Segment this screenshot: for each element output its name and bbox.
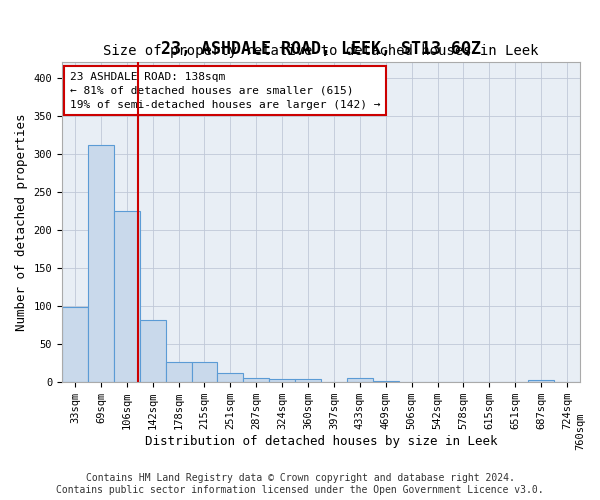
Bar bbox=[528, 380, 554, 382]
Bar bbox=[373, 381, 399, 382]
Bar bbox=[269, 379, 295, 382]
Bar bbox=[244, 378, 269, 382]
Text: Size of property relative to detached houses in Leek: Size of property relative to detached ho… bbox=[103, 44, 539, 58]
Bar bbox=[140, 320, 166, 382]
Title: 23, ASHDALE ROAD, LEEK, ST13 6QZ: 23, ASHDALE ROAD, LEEK, ST13 6QZ bbox=[161, 40, 481, 58]
Bar bbox=[191, 362, 217, 382]
Text: Contains HM Land Registry data © Crown copyright and database right 2024.
Contai: Contains HM Land Registry data © Crown c… bbox=[56, 474, 544, 495]
Bar bbox=[166, 362, 191, 382]
Bar bbox=[295, 379, 321, 382]
Y-axis label: Number of detached properties: Number of detached properties bbox=[15, 114, 28, 331]
Text: 760sqm: 760sqm bbox=[575, 412, 585, 450]
Bar bbox=[114, 212, 140, 382]
Text: 23 ASHDALE ROAD: 138sqm
← 81% of detached houses are smaller (615)
19% of semi-d: 23 ASHDALE ROAD: 138sqm ← 81% of detache… bbox=[70, 72, 380, 110]
Bar bbox=[88, 146, 114, 382]
Bar bbox=[347, 378, 373, 382]
Bar bbox=[62, 306, 88, 382]
Bar bbox=[217, 373, 244, 382]
X-axis label: Distribution of detached houses by size in Leek: Distribution of detached houses by size … bbox=[145, 434, 497, 448]
